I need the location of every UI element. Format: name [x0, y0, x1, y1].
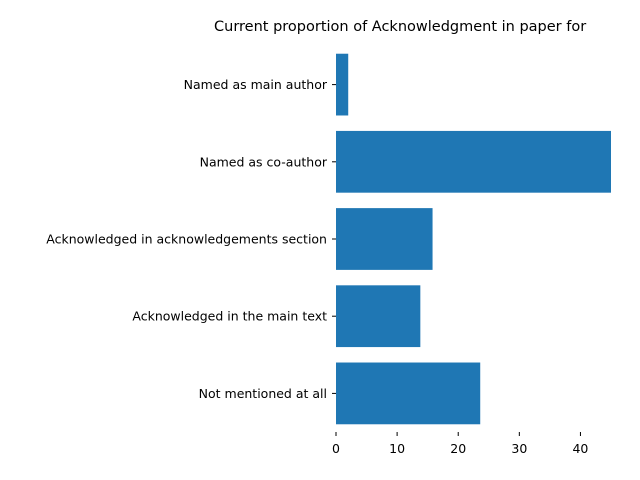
y-tick-label: Acknowledged in acknowledgements section: [46, 232, 327, 247]
x-tick-label: 40: [572, 441, 588, 456]
bar-acknowledged-in-the-main-text: [336, 285, 421, 348]
bar-not-mentioned-at-all: [336, 362, 481, 425]
x-tick-label: 30: [511, 441, 527, 456]
y-tick-label: Acknowledged in the main text: [132, 309, 327, 324]
x-axis: 0 10 20 30 40: [332, 432, 588, 456]
x-tick-label: 20: [450, 441, 466, 456]
y-tick-label: Named as main author: [184, 77, 328, 92]
bar-acknowledged-in-acknowledgements-section: [336, 208, 433, 270]
y-axis: Named as main author Named as co-author Ac…: [46, 77, 336, 401]
bar-named-as-main-author: [336, 53, 349, 116]
chart-title: Current proportion of Acknowledgment in …: [214, 19, 586, 35]
y-tick-label: Not mentioned at all: [199, 386, 327, 401]
bar-named-as-co-author: [336, 130, 611, 193]
x-tick-label: 0: [332, 441, 340, 456]
y-tick-label: Named as co-author: [200, 154, 328, 169]
x-tick-label: 10: [389, 441, 405, 456]
bar-series: [336, 53, 611, 425]
